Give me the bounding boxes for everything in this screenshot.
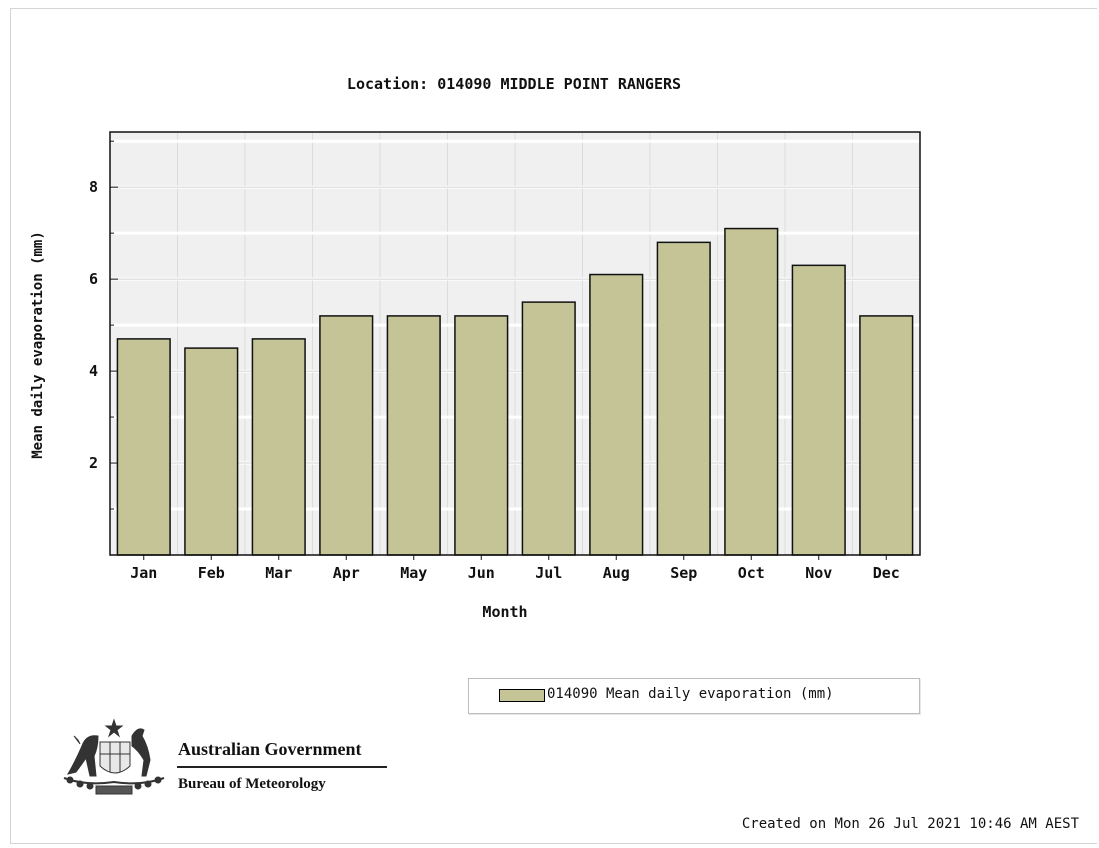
- x-axis-label: Month: [482, 603, 527, 621]
- branding-divider: [177, 766, 387, 768]
- x-tick-label-apr: Apr: [333, 564, 360, 582]
- y-tick-label: 8: [89, 178, 98, 196]
- x-tick-label-nov: Nov: [805, 564, 832, 582]
- x-tick-label-aug: Aug: [603, 564, 630, 582]
- bar-aug: [589, 273, 644, 556]
- chart-title: Location: 014090 MIDDLE POINT RANGERS: [347, 75, 681, 93]
- x-tick-label-jul: Jul: [535, 564, 562, 582]
- x-tick-label-oct: Oct: [738, 564, 765, 582]
- bar-jul: [521, 301, 576, 556]
- x-tick-label-dec: Dec: [873, 564, 900, 582]
- government-name: Australian Government: [178, 739, 362, 759]
- agency-name: Bureau of Meteorology: [178, 776, 326, 792]
- bar-jun: [454, 315, 509, 556]
- plot-border: [109, 131, 921, 556]
- bar-apr: [319, 315, 374, 556]
- x-tick-label-may: May: [400, 564, 427, 582]
- x-tick-label-feb: Feb: [198, 564, 225, 582]
- created-timestamp: Created on Mon 26 Jul 2021 10:46 AM AEST: [741, 816, 1079, 832]
- y-tick-label: 4: [89, 362, 98, 380]
- coat-of-arms-icon: [63, 718, 165, 795]
- y-tick-label: 2: [89, 454, 98, 472]
- bar-oct: [724, 227, 779, 556]
- bar-may: [386, 315, 441, 556]
- legend-label: 014090 Mean daily evaporation (mm): [547, 686, 834, 702]
- bar-jan: [116, 338, 171, 556]
- x-tick-label-sep: Sep: [670, 564, 697, 582]
- legend-swatch: [499, 689, 545, 702]
- bar-mar: [251, 338, 306, 556]
- chart-legend: 014090 Mean daily evaporation (mm): [468, 678, 920, 714]
- x-tick-label-mar: Mar: [265, 564, 292, 582]
- bar-nov: [791, 264, 846, 556]
- y-axis-label: Mean daily evaporation (mm): [30, 231, 46, 459]
- x-tick-label-jan: Jan: [130, 564, 157, 582]
- bar-sep: [656, 241, 711, 556]
- bar-feb: [184, 347, 239, 556]
- x-tick-label-jun: Jun: [468, 564, 495, 582]
- y-tick-label: 6: [89, 270, 98, 288]
- bar-dec: [859, 315, 914, 556]
